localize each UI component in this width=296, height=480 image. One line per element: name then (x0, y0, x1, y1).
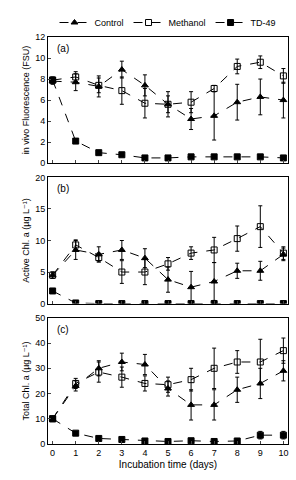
svg-text:10: 10 (278, 448, 288, 458)
svg-text:10: 10 (35, 414, 45, 424)
svg-text:(c): (c) (57, 324, 69, 335)
svg-text:TD-49: TD-49 (251, 18, 276, 28)
svg-text:30: 30 (35, 363, 45, 373)
svg-text:10: 10 (35, 53, 45, 63)
svg-text:(b): (b) (57, 183, 69, 194)
svg-text:9: 9 (258, 448, 263, 458)
svg-text:5: 5 (165, 448, 170, 458)
svg-text:0: 0 (40, 299, 45, 309)
svg-text:8: 8 (235, 448, 240, 458)
svg-text:(a): (a) (57, 43, 69, 54)
svg-text:Total Chl. a (µg L⁻¹): Total Chl. a (µg L⁻¹) (21, 341, 31, 420)
svg-text:0: 0 (40, 439, 45, 449)
svg-text:10: 10 (35, 236, 45, 246)
svg-text:12: 12 (35, 32, 45, 42)
svg-text:0: 0 (40, 158, 45, 168)
svg-text:7: 7 (212, 448, 217, 458)
svg-text:Active Chl. a (µg L⁻¹): Active Chl. a (µg L⁻¹) (21, 198, 31, 282)
svg-text:15: 15 (35, 204, 45, 214)
svg-text:20: 20 (35, 389, 45, 399)
svg-text:6: 6 (40, 95, 45, 105)
svg-text:2: 2 (40, 137, 45, 147)
svg-text:2: 2 (96, 448, 101, 458)
svg-text:0: 0 (50, 448, 55, 458)
svg-text:40: 40 (35, 338, 45, 348)
svg-text:50: 50 (35, 313, 45, 323)
svg-text:5: 5 (40, 267, 45, 277)
svg-text:Control: Control (95, 18, 124, 28)
svg-text:4: 4 (40, 116, 45, 126)
svg-text:4: 4 (142, 448, 147, 458)
svg-text:8: 8 (40, 74, 45, 84)
svg-text:Incubation time (days): Incubation time (days) (119, 459, 217, 470)
svg-text:6: 6 (189, 448, 194, 458)
svg-text:3: 3 (119, 448, 124, 458)
svg-text:20: 20 (35, 173, 45, 183)
svg-text:1: 1 (73, 448, 78, 458)
svg-text:Methanol: Methanol (169, 18, 206, 28)
svg-text:in vivo Fluorescence (FSU): in vivo Fluorescence (FSU) (21, 46, 31, 155)
